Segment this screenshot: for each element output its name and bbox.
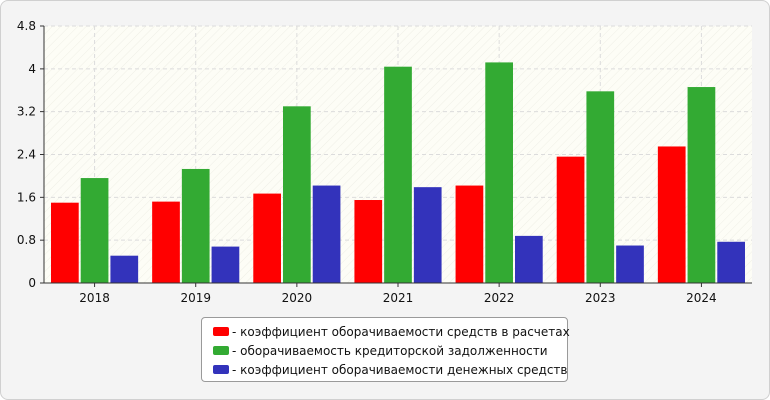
y-axis-labels: 0 0.8 1.6 2.4 3.2 4 4.8	[17, 19, 36, 290]
bar	[384, 66, 412, 283]
legend-item: - коэффициент оборачиваемости денежных с…	[213, 360, 568, 379]
bar	[485, 62, 513, 284]
bar	[152, 201, 180, 283]
x-tick-label: 2019	[180, 291, 211, 305]
legend-label: - коэффициент оборачиваемости денежных с…	[232, 362, 568, 377]
bar	[253, 193, 281, 283]
bar	[687, 87, 716, 283]
bar	[211, 246, 240, 283]
bar	[616, 245, 644, 283]
legend-item: - оборачиваемость кредиторской задолженн…	[213, 341, 567, 360]
legend-swatch	[213, 327, 229, 336]
bar	[181, 168, 210, 283]
bar	[717, 241, 745, 283]
x-tick-label: 2022	[484, 291, 515, 305]
y-tick-label: 3.2	[17, 105, 36, 119]
bar	[51, 202, 79, 283]
bar	[413, 187, 442, 283]
y-tick-label: 0.8	[17, 233, 36, 247]
x-tick-label: 2018	[79, 291, 110, 305]
x-tick-label: 2024	[686, 291, 717, 305]
x-axis-labels: 2018 2019 2020 2021 2022 2023 2024	[79, 291, 716, 305]
axes-group	[40, 25, 752, 287]
bar	[110, 255, 139, 283]
bars-group	[51, 62, 745, 284]
legend-swatch	[213, 346, 229, 355]
legend-swatch	[213, 365, 229, 374]
x-tick-label: 2020	[282, 291, 313, 305]
bar	[515, 235, 543, 283]
legend-label: - оборачиваемость кредиторской задолженн…	[232, 343, 548, 358]
y-tick-label: 4	[28, 62, 36, 76]
bar	[354, 200, 383, 283]
legend: - коэффициент оборачиваемости средств в …	[201, 317, 570, 382]
y-tick-label: 4.8	[17, 19, 36, 33]
y-tick-label: 0	[28, 276, 36, 290]
x-tick-label: 2021	[383, 291, 414, 305]
bar	[312, 185, 341, 283]
legend-item: - коэффициент оборачиваемости средств в …	[213, 322, 570, 341]
y-tick-label: 1.6	[17, 190, 36, 204]
bar	[80, 178, 109, 283]
bar	[455, 185, 484, 283]
y-tick-label: 2.4	[17, 148, 36, 162]
x-tick-label: 2023	[585, 291, 616, 305]
bar	[586, 91, 615, 283]
bar	[283, 106, 311, 283]
bar	[657, 146, 686, 283]
legend-label: - коэффициент оборачиваемости средств в …	[232, 324, 570, 339]
bar	[556, 156, 585, 283]
